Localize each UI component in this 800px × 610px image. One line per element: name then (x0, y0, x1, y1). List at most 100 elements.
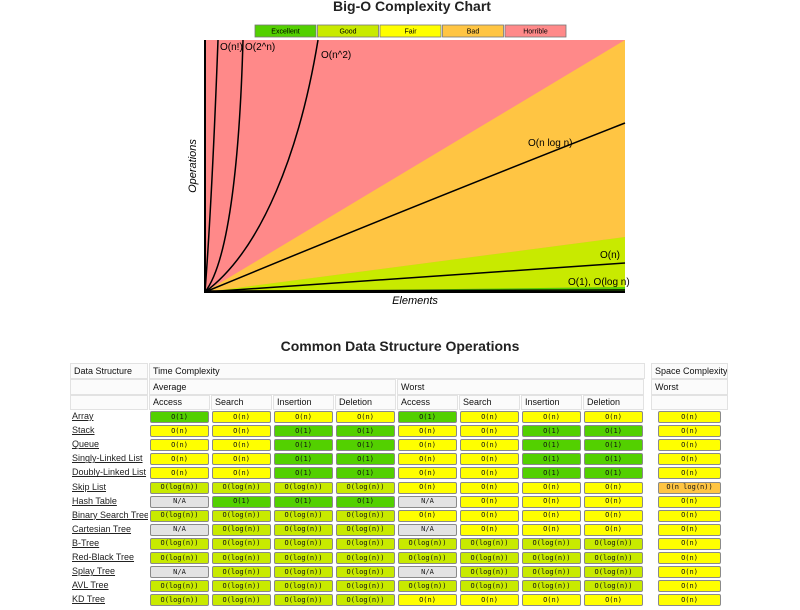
complexity-cell: O(1) (584, 439, 643, 452)
complexity-cell: O(n) (460, 453, 519, 466)
complexity-cell: O(n) (584, 594, 643, 607)
complexity-cell: O(log(n)) (584, 566, 643, 579)
complexity-cell: O(n) (522, 594, 581, 607)
region-bad (205, 40, 625, 292)
complexity-cell: O(n) (522, 495, 581, 508)
header-cell (70, 379, 148, 395)
complexity-cell: O(1) (212, 495, 271, 508)
complexity-cell: O(log(n)) (212, 481, 271, 494)
data-structure-link[interactable]: Skip List (72, 481, 107, 492)
complexity-chart: Big-O Complexity Chart Operations Elemen… (187, 0, 630, 307)
data-structure-link[interactable]: Singly-Linked List (72, 453, 143, 464)
complexity-cell: O(n log(n)) (658, 481, 721, 494)
data-structure-link[interactable]: KD Tree (72, 594, 106, 605)
complexity-cell: O(1) (336, 467, 395, 480)
legend-swatch (254, 24, 317, 38)
complexity-cell: O(log(n)) (150, 509, 209, 522)
complexity-cell: O(n) (658, 537, 721, 550)
complexity-cell: O(n) (150, 467, 209, 480)
complexity-cell: O(log(n)) (274, 509, 333, 522)
header-cell: Deletion (583, 395, 644, 410)
header-cell: Access (149, 395, 210, 410)
data-structure-link[interactable]: AVL Tree (72, 580, 109, 591)
curve-label: O(n) (600, 250, 620, 261)
complexity-cell: O(log(n)) (336, 523, 395, 536)
complexity-cell: O(log(n)) (398, 552, 457, 564)
complexity-cell: O(n) (658, 439, 721, 452)
complexity-cell: N/A (398, 495, 457, 508)
header-cell: Deletion (335, 395, 396, 410)
curve-label: O(2^n) (245, 42, 275, 53)
complexity-cell: O(log(n)) (522, 552, 581, 564)
complexity-cell: O(n) (658, 411, 721, 423)
curve-label: O(n log n) (528, 138, 572, 149)
complexity-cell: O(n) (212, 467, 271, 480)
complexity-cell: O(log(n)) (150, 594, 209, 607)
region-good (205, 237, 625, 292)
complexity-cell: O(n) (584, 509, 643, 522)
curve-label: O(n^2) (321, 50, 351, 61)
complexity-cell: O(log(n)) (336, 552, 395, 564)
header-cell: Space Complexity (651, 363, 728, 379)
complexity-cell: O(1) (336, 453, 395, 466)
complexity-cell: O(n) (658, 552, 721, 564)
complexity-cell: N/A (150, 566, 209, 579)
complexity-cell: O(n) (658, 566, 721, 579)
complexity-cell: N/A (150, 495, 209, 508)
complexity-cell: O(1) (336, 495, 395, 508)
complexity-cell: O(1) (274, 439, 333, 452)
complexity-cell: O(log(n)) (460, 580, 519, 593)
curve (204, 289, 626, 292)
data-structure-link[interactable]: Array (72, 411, 94, 421)
complexity-cell: O(log(n)) (522, 566, 581, 579)
complexity-cell: O(n) (658, 425, 721, 438)
curve (204, 39, 244, 293)
curve-label: O(1), O(log n) (568, 277, 630, 288)
complexity-cell: O(log(n)) (212, 594, 271, 607)
complexity-cell: O(n) (584, 495, 643, 508)
y-axis-label: Operations (187, 139, 199, 193)
complexity-cell: O(n) (658, 594, 721, 607)
complexity-cell: O(n) (460, 467, 519, 480)
complexity-cell: O(n) (150, 453, 209, 466)
complexity-cell: O(log(n)) (274, 594, 333, 607)
complexity-cell: O(1) (336, 439, 395, 452)
complexity-cell: O(log(n)) (336, 566, 395, 579)
complexity-cell: O(log(n)) (150, 580, 209, 593)
data-structure-link[interactable]: Cartesian Tree (72, 523, 132, 534)
complexity-cell: O(log(n)) (460, 552, 519, 564)
header-cell: Time Complexity (149, 363, 645, 379)
curve (204, 39, 319, 293)
complexity-cell: N/A (150, 523, 209, 536)
curve-label: O(n!) (220, 42, 243, 53)
complexity-cell: O(log(n)) (522, 580, 581, 593)
data-structure-link[interactable]: Binary Search Tree (72, 509, 148, 520)
header-cell: Worst (397, 379, 644, 395)
complexity-cell: O(1) (274, 425, 333, 438)
complexity-cell: N/A (398, 523, 457, 536)
data-structure-link[interactable]: B-Tree (72, 537, 100, 548)
curve (204, 262, 626, 293)
header-cell (651, 395, 728, 410)
complexity-cell: O(log(n)) (460, 537, 519, 550)
data-structure-link[interactable]: Red-Black Tree (72, 552, 135, 562)
data-structure-link[interactable]: Hash Table (72, 495, 117, 506)
complexity-cell: O(n) (460, 509, 519, 522)
complexity-cell: O(n) (584, 481, 643, 494)
data-structure-link[interactable]: Doubly-Linked List (72, 467, 147, 478)
data-structure-link[interactable]: Queue (72, 439, 100, 450)
legend-label: Excellent (271, 29, 299, 36)
complexity-cell: O(n) (522, 411, 581, 423)
complexity-cell: O(n) (336, 411, 395, 423)
header-cell: Average (149, 379, 396, 395)
data-structure-link[interactable]: Stack (72, 425, 95, 436)
complexity-cell: O(n) (150, 425, 209, 438)
legend-swatch (379, 24, 442, 38)
complexity-cell: O(log(n)) (274, 523, 333, 536)
complexity-cell: O(log(n)) (336, 580, 395, 593)
complexity-cell: O(1) (522, 453, 581, 466)
data-structure-link[interactable]: Splay Tree (72, 566, 116, 577)
complexity-cell: O(n) (460, 481, 519, 494)
complexity-cell: O(n) (658, 453, 721, 466)
